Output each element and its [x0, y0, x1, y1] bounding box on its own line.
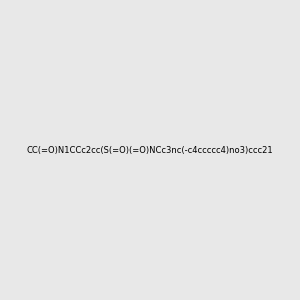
Text: CC(=O)N1CCc2cc(S(=O)(=O)NCc3nc(-c4ccccc4)no3)ccc21: CC(=O)N1CCc2cc(S(=O)(=O)NCc3nc(-c4ccccc4…	[27, 146, 273, 154]
